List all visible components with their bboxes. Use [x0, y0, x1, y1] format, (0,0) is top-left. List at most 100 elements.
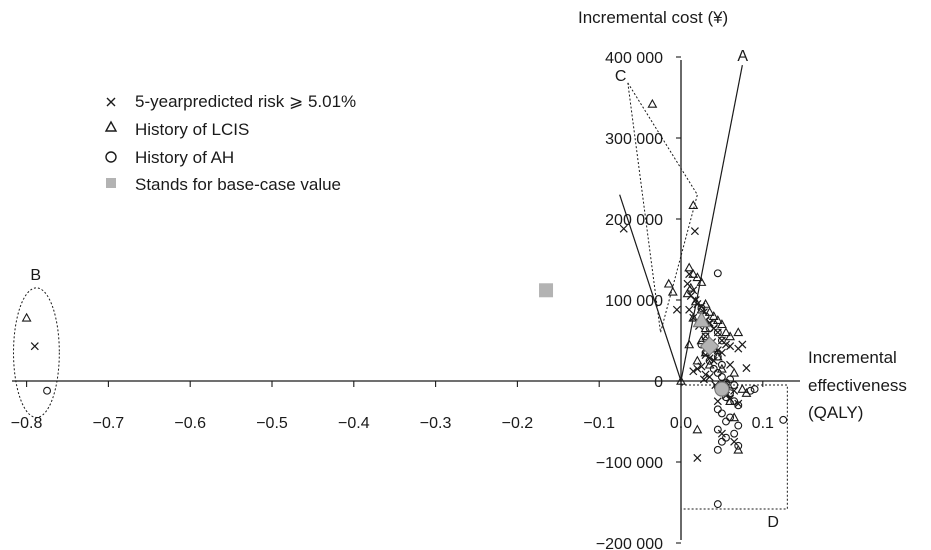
- x-axis-title-line2: effectiveness: [808, 376, 907, 395]
- x-axis-title-line1: Incremental: [808, 348, 897, 367]
- point-circle: [701, 332, 710, 341]
- x-tick-label: −0.5: [256, 415, 288, 432]
- point-triangle: [688, 312, 699, 322]
- x-tick-label: −0.6: [174, 415, 206, 432]
- point-cross: [701, 370, 710, 379]
- region-b-label: B: [30, 267, 41, 284]
- point-triangle: [682, 288, 693, 298]
- point-triangle: [696, 277, 707, 286]
- point-cross: [689, 286, 698, 295]
- point-triangle: [647, 98, 658, 108]
- y-tick-label: 200 000: [605, 212, 663, 229]
- point-cross: [693, 453, 702, 462]
- point-cross: [690, 227, 699, 236]
- point-circle: [43, 386, 51, 395]
- point-cross: [30, 342, 39, 351]
- point-cross: [685, 270, 694, 279]
- point-triangle: [708, 311, 719, 320]
- point-circle: [779, 415, 788, 424]
- point-circle: [709, 364, 718, 373]
- point-circle: [722, 417, 730, 426]
- point-cross: [730, 437, 739, 446]
- point-circle: [713, 425, 722, 434]
- point-triangle: [712, 315, 723, 324]
- legend-cross-marker: [106, 97, 116, 107]
- point-triangle: [733, 327, 744, 337]
- legend-item-square: Stands for base-case value: [106, 175, 341, 194]
- axes: [12, 60, 800, 540]
- point-circle: [734, 421, 743, 430]
- point-circle: [713, 368, 722, 377]
- point-circle: [713, 269, 722, 278]
- point-triangle: [685, 282, 696, 292]
- point-circle: [705, 356, 714, 365]
- base-case-square: [539, 283, 554, 298]
- point-circle: [713, 328, 722, 337]
- point-triangle: [700, 323, 711, 333]
- x-tick-label: −0.3: [420, 415, 452, 432]
- point-triangle: [725, 396, 736, 405]
- point-triangle: [704, 307, 715, 316]
- point-cross: [713, 397, 722, 406]
- point-cross: [705, 372, 714, 381]
- legend-item-cross: 5-yearpredicted risk ⩾ 5.01%: [106, 92, 356, 111]
- point-circle: [750, 385, 759, 394]
- x-tick-label: −0.7: [93, 415, 125, 432]
- base-case-circle: [714, 381, 730, 397]
- point-triangle: [21, 312, 32, 322]
- region-d-label: D: [767, 514, 779, 531]
- threshold-label-a: A: [737, 48, 748, 65]
- region-c-label: C: [615, 68, 627, 85]
- point-triangle: [700, 298, 711, 308]
- point-triangle: [725, 331, 736, 341]
- legend-item-triangle: History of LCIS: [104, 120, 249, 139]
- point-triangle: [684, 262, 695, 272]
- point-cross: [685, 305, 694, 314]
- point-cross: [689, 313, 698, 322]
- y-tick-label: 0: [654, 374, 663, 391]
- point-cross: [738, 340, 747, 349]
- legend-square-marker: [106, 178, 116, 188]
- point-cross: [721, 340, 731, 349]
- legend: 5-yearpredicted risk ⩾ 5.01% History of …: [104, 92, 356, 194]
- y-tick-label: 100 000: [605, 293, 663, 310]
- x-tick-label: −0.1: [583, 415, 615, 432]
- y-axis-ticks: 400 000 300 000 200 000 100 000 0 −100 000 −20…: [596, 50, 681, 550]
- point-triangle: [696, 335, 707, 345]
- y-tick-label: −200 000: [596, 536, 663, 550]
- point-triangle: [692, 272, 703, 282]
- point-cross: [693, 364, 702, 373]
- point-triangle: [690, 296, 701, 306]
- point-triangle: [663, 278, 674, 288]
- point-triangle: [741, 388, 752, 397]
- y-tick-label: −100 000: [596, 455, 663, 472]
- point-triangle: [721, 327, 731, 337]
- x-axis-ticks: −0.8 −0.7 −0.6 −0.5 −0.4 −0.3 −0.2 −0.1 0.0 0.1: [11, 381, 774, 432]
- point-cross: [619, 224, 628, 233]
- point-triangle: [676, 375, 686, 385]
- point-circle: [734, 401, 743, 410]
- legend-label-ah: History of AH: [135, 148, 234, 167]
- legend-item-circle: History of AH: [105, 148, 234, 167]
- x-tick-label: −0.8: [11, 415, 43, 432]
- legend-triangle-marker: [104, 120, 118, 132]
- base-case-markers: [539, 283, 730, 397]
- threshold-line: [619, 194, 682, 382]
- point-triangle: [684, 339, 695, 349]
- point-cross: [726, 342, 735, 351]
- x-tick-label: −0.4: [338, 415, 370, 432]
- point-circle: [726, 413, 735, 422]
- point-cross: [699, 375, 708, 384]
- region-d-rect: [680, 384, 788, 510]
- point-circle: [722, 433, 730, 442]
- point-circle: [709, 320, 718, 329]
- legend-label-base: Stands for base-case value: [135, 175, 341, 194]
- point-circle: [717, 373, 726, 381]
- point-circle: [713, 445, 722, 454]
- y-axis-title: Incremental cost (¥): [578, 8, 728, 27]
- annotation-layer: A B C D: [13, 48, 788, 531]
- legend-label-risk: 5-yearpredicted risk ⩾ 5.01%: [135, 92, 356, 111]
- point-circle: [713, 405, 722, 414]
- point-circle: [730, 429, 739, 438]
- point-cross: [672, 305, 681, 314]
